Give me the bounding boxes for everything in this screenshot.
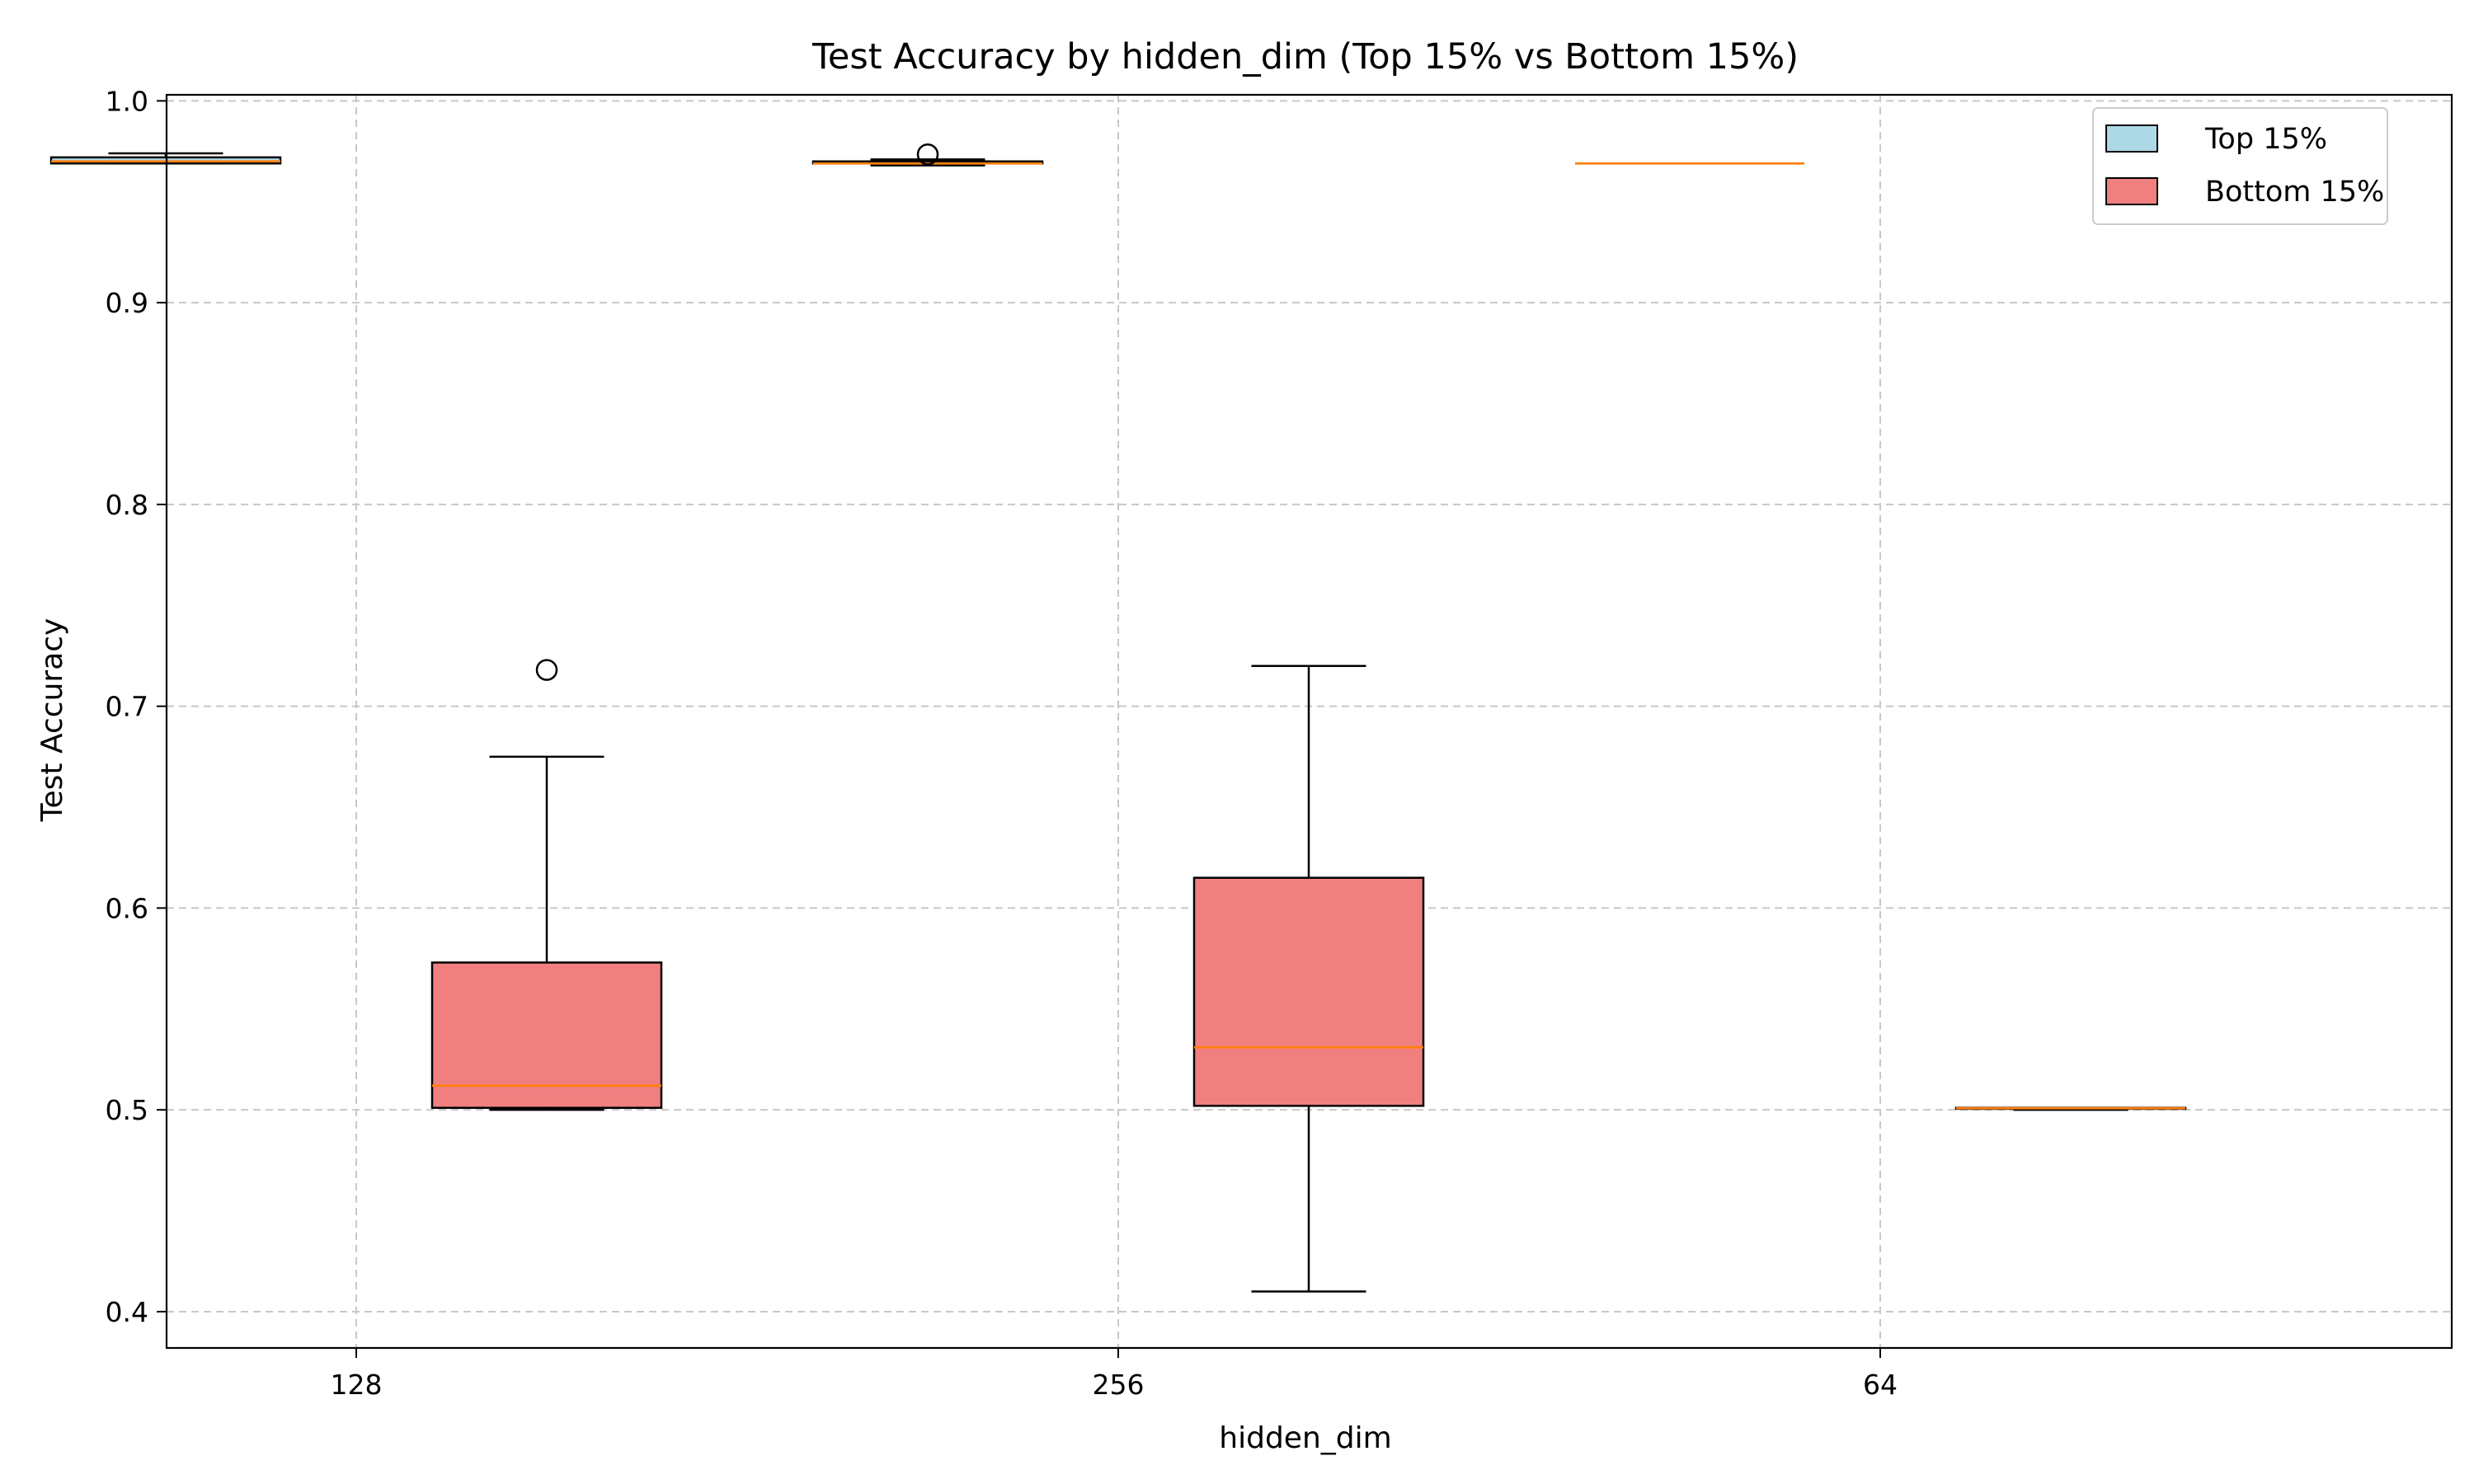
x-tick-label: 128 — [331, 1369, 383, 1401]
outlier-point — [916, 143, 939, 166]
boxplot-bottom-64 — [1954, 1106, 2187, 1111]
box — [1192, 876, 1425, 1107]
x-tick-label: 256 — [1093, 1369, 1145, 1401]
legend-label-top: Top 15% — [2204, 123, 2327, 156]
y-tick-label: 0.9 — [106, 287, 148, 319]
y-tick-label: 0.7 — [106, 691, 148, 723]
boxplot-top-256 — [811, 143, 1044, 167]
chart-title: Test Accuracy by hidden_dim (Top 15% vs … — [811, 36, 1799, 77]
y-tick-label: 0.8 — [106, 489, 148, 521]
legend-frame — [2092, 107, 2388, 225]
x-axis: 128 256 64 — [331, 1348, 1898, 1401]
outlier-point — [535, 659, 558, 681]
plot-area — [49, 143, 2187, 1293]
y-tick-label: 0.5 — [106, 1094, 148, 1126]
y-tick-label: 0.6 — [106, 892, 148, 924]
y-tick-label: 1.0 — [106, 85, 148, 117]
y-axis-label: Test Accuracy — [35, 618, 69, 823]
y-tick-label: 0.4 — [106, 1296, 148, 1328]
legend-swatch-top — [2105, 124, 2158, 153]
legend-swatch-bottom — [2105, 177, 2158, 205]
x-axis-label: hidden_dim — [1219, 1421, 1391, 1455]
legend: Top 15% Bottom 15% — [2092, 107, 2388, 225]
box — [430, 961, 663, 1109]
legend-label-bottom: Bottom 15% — [2205, 176, 2384, 209]
boxplot-top-64 — [1575, 162, 1804, 165]
boxplot-bottom-256 — [1192, 665, 1425, 1293]
y-axis: 0.4 0.5 0.6 0.7 0.8 0.9 1.0 — [106, 85, 167, 1328]
plot-frame — [165, 93, 2453, 1350]
boxplot-bottom-128 — [430, 659, 663, 1111]
x-tick-label: 64 — [1863, 1369, 1898, 1401]
